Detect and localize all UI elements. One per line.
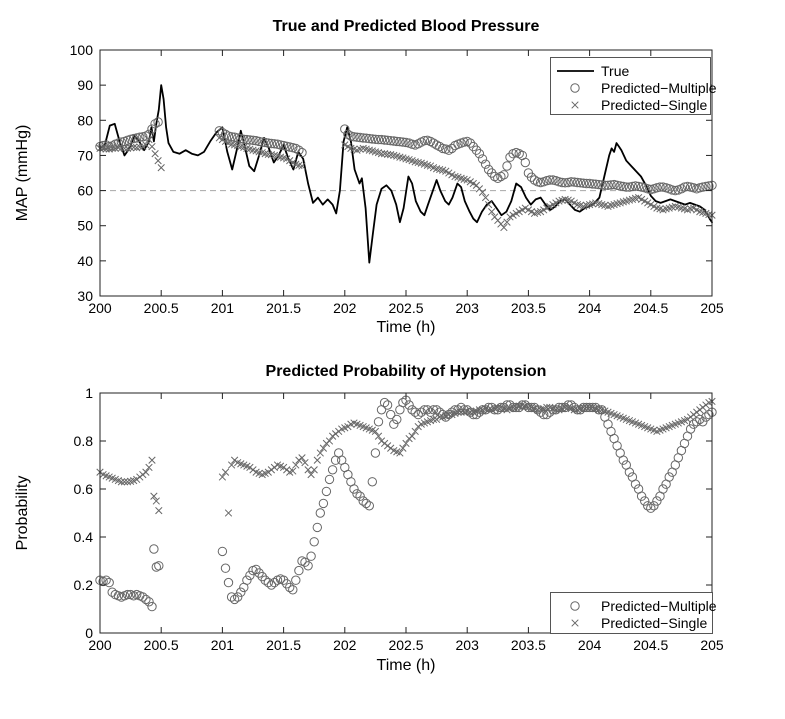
x-tick-label: 200.5 (144, 300, 179, 316)
y-tick-label: 80 (77, 112, 93, 128)
y-tick-label: 1 (85, 385, 93, 401)
y-tick-label: 100 (70, 42, 94, 58)
x-tick-label: 205 (700, 637, 724, 653)
legend-x-marker-icon (571, 619, 579, 627)
x-tick-label: 202.5 (388, 637, 423, 653)
series-predicted-multiple (95, 395, 717, 612)
y-tick-label: 0.4 (74, 529, 94, 545)
legend-x-marker-icon (571, 101, 579, 109)
y-tick-label: 30 (77, 288, 93, 304)
x-tick-label: 203 (456, 300, 480, 316)
y-tick-label: 90 (77, 77, 93, 93)
x-tick-label: 203 (456, 637, 480, 653)
y-axis-label: MAP (mmHg) (14, 125, 31, 222)
x-tick-label: 203.5 (511, 637, 546, 653)
legend-label: Predicted−Single (601, 97, 707, 113)
y-tick-label: 0.6 (74, 481, 94, 497)
x-tick-label: 204.5 (633, 300, 668, 316)
y-tick-label: 0.2 (74, 577, 94, 593)
y-tick-label: 40 (77, 253, 93, 269)
x-axis-label: Time (h) (377, 657, 436, 674)
legend-circle-marker-icon (570, 601, 580, 611)
series-predicted-multiple (95, 117, 717, 196)
series-predicted-single (96, 397, 716, 517)
y-tick-label: 60 (77, 183, 93, 199)
x-tick-label: 201.5 (266, 300, 301, 316)
y-tick-label: 50 (77, 218, 93, 234)
series-predicted-single (96, 134, 716, 232)
chart-title: Predicted Probability of Hypotension (266, 363, 547, 380)
x-tick-label: 202 (333, 637, 357, 653)
top-chart: 200 200.5 201 201.5 202 202.5 203 203.5 204 204.5… (14, 18, 724, 336)
series-true (99, 84, 713, 264)
x-tick-label: 202 (333, 300, 357, 316)
legend-circle-marker-icon (570, 83, 580, 93)
y-tick-label: 0 (85, 625, 93, 641)
x-tick-label: 201 (211, 637, 235, 653)
y-tick-label: 70 (77, 147, 93, 163)
x-tick-label: 202.5 (388, 300, 423, 316)
x-tick-label: 201 (211, 300, 235, 316)
y-axis-label: Probability (14, 476, 31, 551)
x-tick-label: 203.5 (511, 300, 546, 316)
x-tick-label: 204 (578, 637, 602, 653)
y-tick-label: 0.8 (74, 433, 94, 449)
x-tick-label: 201.5 (266, 637, 301, 653)
x-tick-label: 200.5 (144, 637, 179, 653)
legend-label: Predicted−Multiple (601, 598, 717, 614)
x-tick-label: 204 (578, 300, 602, 316)
x-tick-label: 204.5 (633, 637, 668, 653)
legend-label: Predicted−Multiple (601, 80, 717, 96)
x-axis-label: Time (h) (377, 319, 436, 336)
legend-label: True (601, 63, 629, 79)
x-tick-label: 200 (88, 637, 112, 653)
x-tick-label: 205 (700, 300, 724, 316)
x-tick-label: 200 (88, 300, 112, 316)
bottom-chart: 200 200.5 201 201.5 202 202.5 203 203.5 204 204.5… (14, 363, 724, 674)
chart-title: True and Predicted Blood Pressure (273, 18, 540, 35)
legend-label: Predicted−Single (601, 615, 707, 631)
